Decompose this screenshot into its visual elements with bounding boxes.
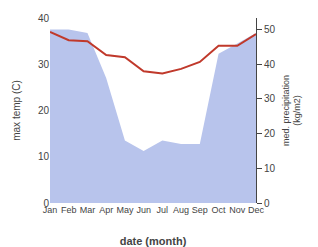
- svg-text:40: 40: [38, 13, 50, 24]
- svg-text:date (month): date (month): [120, 235, 187, 247]
- svg-text:Aug: Aug: [173, 205, 189, 215]
- svg-text:Jun: Jun: [136, 205, 151, 215]
- svg-text:30: 30: [38, 59, 50, 70]
- svg-text:Feb: Feb: [61, 205, 77, 215]
- svg-text:max temp (C): max temp (C): [11, 80, 22, 141]
- svg-text:10: 10: [264, 163, 276, 174]
- svg-text:0: 0: [264, 198, 270, 209]
- svg-text:20: 20: [264, 128, 276, 139]
- svg-text:Nov: Nov: [229, 205, 246, 215]
- svg-text:Sep: Sep: [192, 205, 208, 215]
- svg-text:30: 30: [264, 93, 276, 104]
- svg-text:50: 50: [264, 24, 276, 35]
- svg-text:Apr: Apr: [99, 205, 113, 215]
- svg-text:Dec: Dec: [248, 205, 265, 215]
- svg-text:0: 0: [43, 198, 49, 209]
- svg-text:Jan: Jan: [43, 205, 58, 215]
- svg-text:Mar: Mar: [80, 205, 96, 215]
- svg-text:Oct: Oct: [212, 205, 227, 215]
- svg-text:May: May: [116, 205, 134, 215]
- svg-text:med. precipitation(kg/m2): med. precipitation(kg/m2): [281, 75, 303, 146]
- svg-text:20: 20: [38, 105, 50, 116]
- svg-text:40: 40: [264, 59, 276, 70]
- svg-text:10: 10: [38, 151, 50, 162]
- svg-text:Jul: Jul: [157, 205, 169, 215]
